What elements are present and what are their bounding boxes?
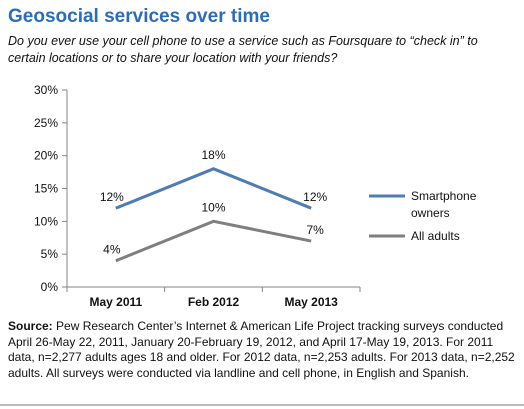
y-tick-label: 30% [34,83,58,97]
series-line-0 [115,167,312,210]
legend-label: All adults [411,229,460,243]
source-note: Source: Pew Research Center’s Internet &… [8,319,516,381]
chart-subtitle: Do you ever use your cell phone to use a… [8,34,478,65]
source-label: Source: [8,319,53,333]
x-tick-label: Feb 2012 [188,295,240,309]
x-tick-label: May 2013 [284,295,338,309]
source-text: Pew Research Center’s Internet & America… [8,319,515,380]
y-tick-label: 15% [34,182,58,196]
data-label: 12% [100,190,124,204]
data-label: 12% [303,190,327,204]
data-label: 18% [201,148,225,162]
legend-label: Smartphone [411,189,477,203]
footer-divider [0,404,524,406]
data-label: 7% [306,223,324,237]
y-tick-label: 5% [41,247,59,261]
y-tick-label: 25% [34,116,58,130]
x-tick-label: May 2011 [89,295,142,309]
line-chart: 0% 5% 10% 15% 20% 25% 30% May 2011 Feb 2012 May 2… [34,83,477,309]
series-line-1 [115,219,312,263]
chart-title: Geosocial services over time [8,6,270,27]
y-tick-label: 10% [34,214,58,228]
y-tick-label: 0% [41,280,59,294]
y-tick-label: 20% [34,149,58,163]
legend-label: owners [411,206,450,220]
data-label: 4% [103,243,121,257]
data-label: 10% [201,200,225,214]
